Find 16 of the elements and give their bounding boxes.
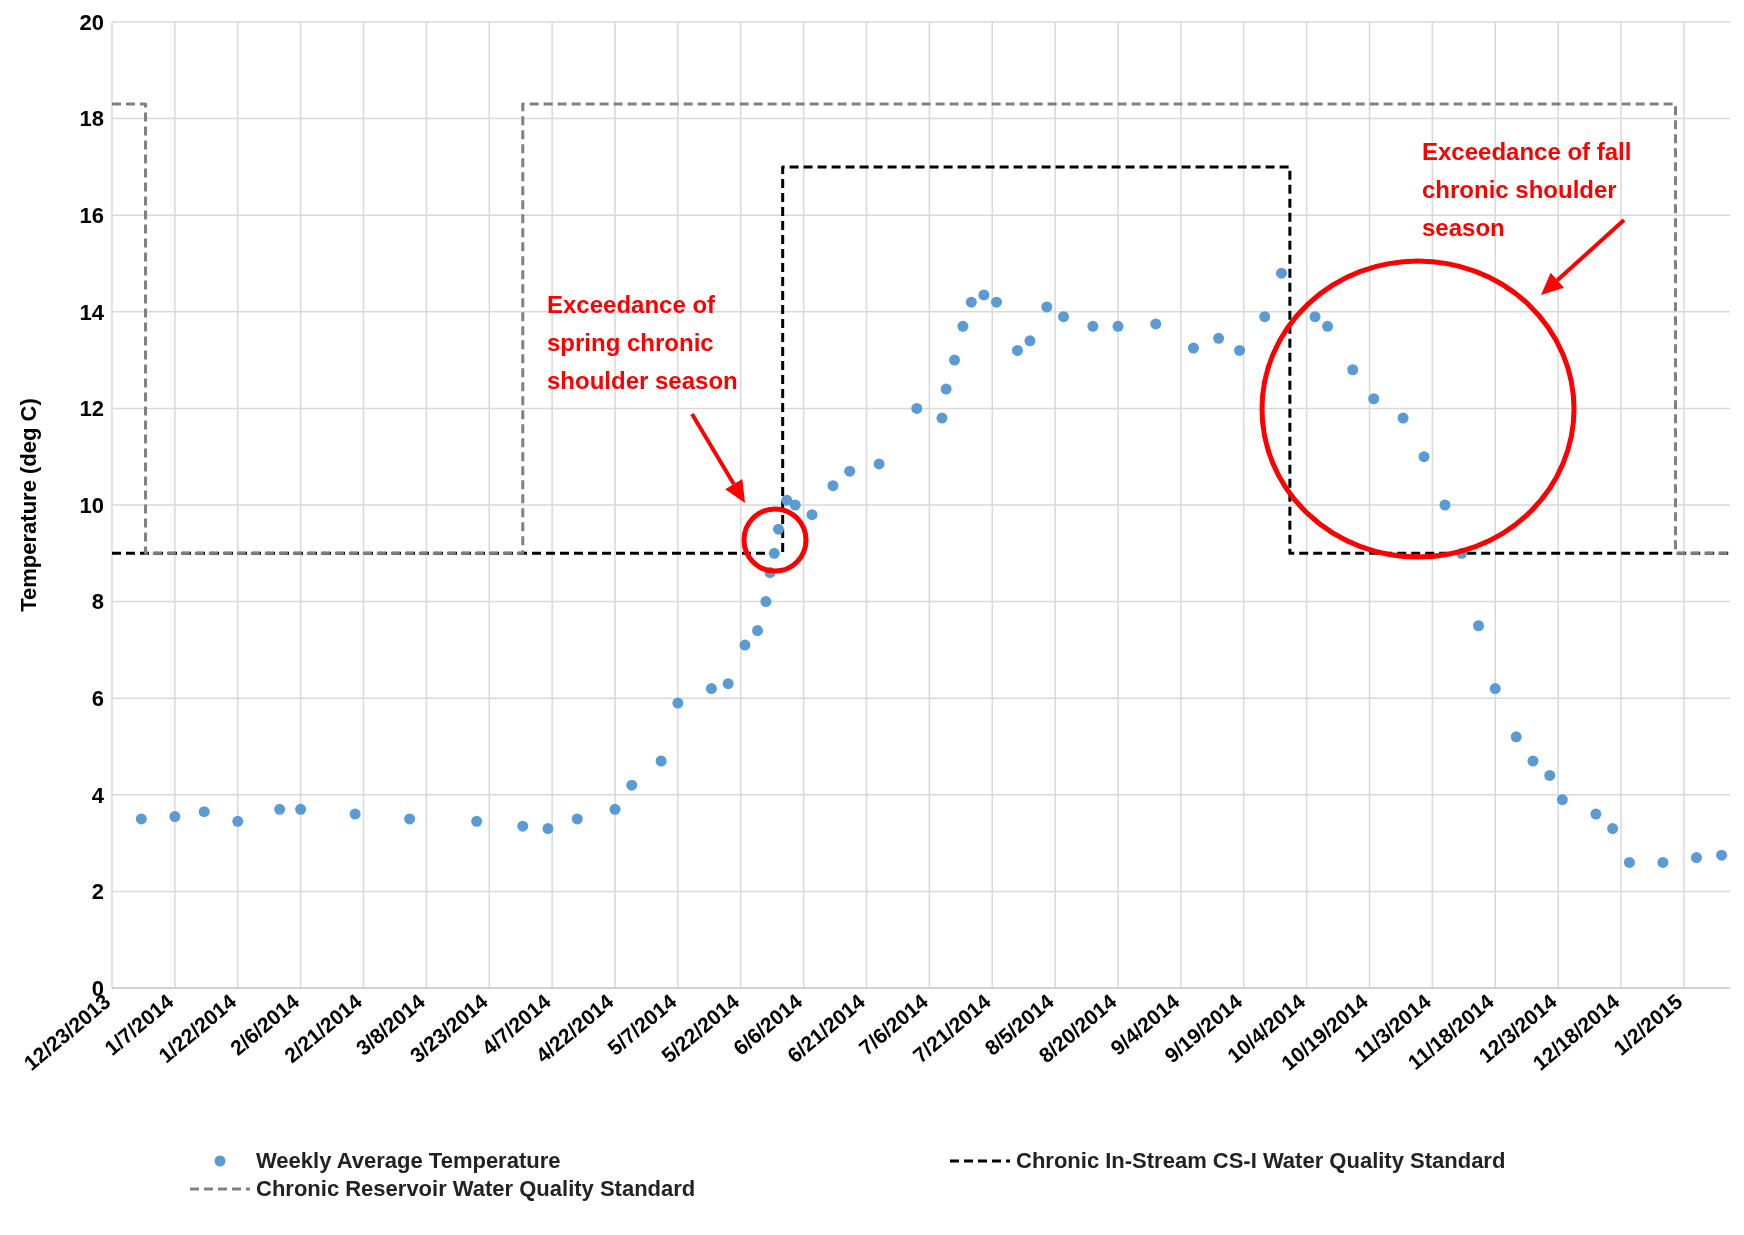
y-tick-label: 14 (79, 299, 105, 325)
y-tick-label: 10 (79, 492, 104, 518)
annotation: Exceedance of fall chronic shoulder season (1422, 138, 1632, 241)
y-tick-label: 18 (79, 106, 104, 132)
y-tick-label: 16 (79, 203, 104, 229)
y-tick-label: 6 (91, 686, 104, 712)
annotation: Exceedance of spring chronic shoulder season (547, 291, 738, 394)
y-tick-label: 4 (91, 782, 105, 808)
y-tick-label: 2 (91, 879, 104, 905)
y-tick-label: 20 (79, 9, 104, 35)
y-tick-label: 8 (91, 589, 104, 615)
legend-label: Chronic In-Stream CS-I Water Quality Standard (1016, 1148, 1506, 1174)
legend-label: Chronic Reservoir Water Quality Standard (256, 1176, 696, 1202)
y-axis-title: Temperature (deg C) (15, 398, 41, 612)
y-tick-label: 12 (79, 396, 104, 422)
legend-label: Weekly Average Temperature (256, 1148, 561, 1174)
